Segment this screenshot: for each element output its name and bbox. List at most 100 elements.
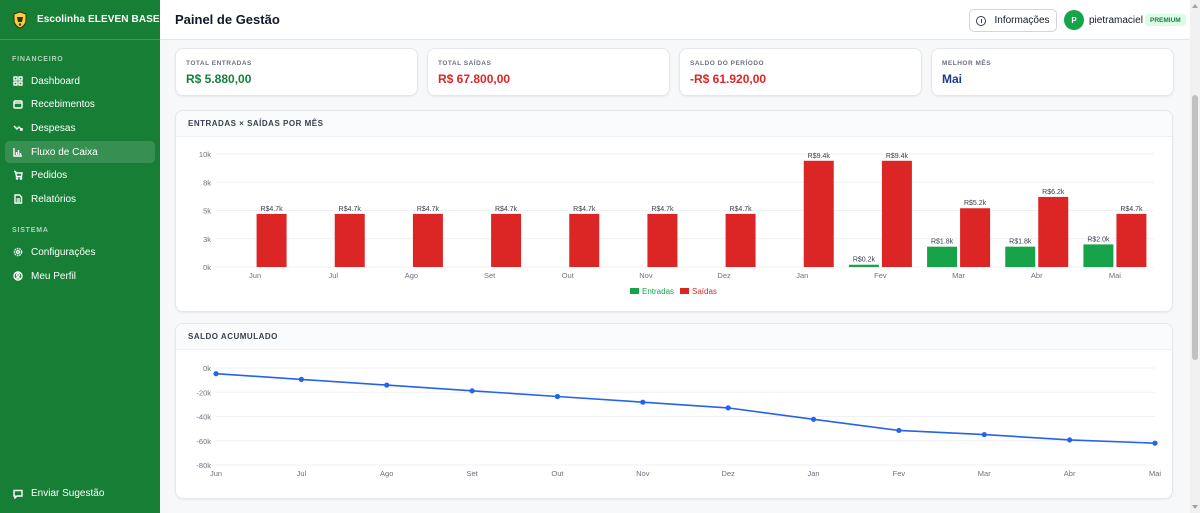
gear-icon bbox=[13, 247, 23, 257]
y-tick-label: 5k bbox=[203, 207, 211, 216]
chat-bubble-icon bbox=[13, 489, 23, 499]
y-tick-label: -40k bbox=[196, 413, 211, 422]
legend-swatch bbox=[680, 288, 689, 294]
bar-data-label: R$6.2k bbox=[1042, 189, 1065, 196]
info-button[interactable]: Informações bbox=[969, 9, 1057, 32]
section-financeiro-heading: FINANCEIRO bbox=[12, 56, 64, 63]
sidebar-item-recebimentos[interactable]: Recebimentos bbox=[5, 93, 155, 115]
bar-data-label: R$5.2k bbox=[964, 200, 987, 207]
sidebar-item-label: Fluxo de Caixa bbox=[31, 146, 98, 158]
bar-saídas bbox=[491, 213, 522, 267]
send-suggestion-button[interactable]: Enviar Sugestão bbox=[13, 488, 104, 499]
bar-data-label: R$4.7k bbox=[260, 206, 283, 213]
x-tick-label: Out bbox=[562, 271, 575, 280]
sidebar-item-dashboard[interactable]: Dashboard bbox=[5, 70, 155, 92]
sidebar-item-label: Despesas bbox=[31, 122, 76, 134]
x-tick-label: Mar bbox=[952, 271, 965, 280]
kpi-label: TOTAL SAÍDAS bbox=[438, 60, 492, 67]
x-tick-label: Dez bbox=[717, 271, 731, 280]
info-button-label: Informações bbox=[994, 15, 1050, 26]
bar-data-label: R$4.7k bbox=[573, 206, 596, 213]
bar-data-label: R$4.7k bbox=[1120, 206, 1143, 213]
x-tick-label: Ago bbox=[405, 271, 418, 280]
kpi-value: R$ 67.800,00 bbox=[438, 72, 511, 86]
username[interactable]: pietramaciel bbox=[1089, 15, 1143, 26]
info-icon bbox=[976, 15, 987, 26]
x-tick-label: Nov bbox=[636, 469, 650, 478]
sidebar-item-relatorios[interactable]: Relatórios bbox=[5, 188, 155, 210]
entradas-saidas-bar-chart: 0k 3k 5k 8k 10k Jun R$4.7k Jul R$4.7k Ago R$4.7k Se… bbox=[199, 150, 1154, 296]
line-point bbox=[1067, 437, 1073, 443]
bar-data-label: R$9.4k bbox=[886, 153, 909, 160]
kpi-value: R$ 5.880,00 bbox=[186, 72, 252, 86]
sidebar-item-label: Configurações bbox=[31, 246, 96, 258]
x-tick-label: Jun bbox=[249, 271, 261, 280]
line-chart-title: SALDO ACUMULADO bbox=[176, 324, 1172, 350]
y-tick-label: 0k bbox=[203, 263, 211, 272]
x-tick-label: Abr bbox=[1064, 469, 1076, 478]
sidebar-item-fluxo-de-caixa[interactable]: Fluxo de Caixa bbox=[5, 141, 155, 163]
bar-data-label: R$0.2k bbox=[853, 257, 876, 264]
bar-data-label: R$2.0k bbox=[1087, 236, 1110, 243]
y-tick-label: -20k bbox=[196, 388, 211, 397]
kpi-label: MELHOR MÊS bbox=[942, 60, 992, 67]
avatar[interactable]: P bbox=[1064, 10, 1084, 30]
page-title: Painel de Gestão bbox=[175, 12, 280, 27]
x-tick-label: Abr bbox=[1031, 271, 1043, 280]
sidebar-item-configuracoes[interactable]: Configurações bbox=[5, 241, 155, 263]
x-tick-label: Dez bbox=[722, 469, 736, 478]
line-point bbox=[640, 399, 646, 405]
kpi-label: TOTAL ENTRADAS bbox=[186, 60, 252, 67]
x-tick-label: Set bbox=[466, 469, 478, 478]
user-circle-icon bbox=[13, 271, 23, 281]
bar-entradas bbox=[1005, 246, 1036, 267]
brand-name: Escolinha ELEVEN BASE bbox=[37, 14, 160, 25]
sidebar-item-meu-perfil[interactable]: Meu Perfil bbox=[5, 265, 155, 287]
top-header: Painel de Gestão Informações P pietramac… bbox=[160, 0, 1190, 40]
sidebar-item-label: Dashboard bbox=[31, 75, 80, 87]
scroll-up-arrow[interactable] bbox=[1192, 4, 1198, 8]
cart-icon bbox=[13, 170, 23, 180]
sidebar-item-label: Meu Perfil bbox=[31, 270, 77, 282]
bar-chart-title: ENTRADAS × SAÍDAS POR MÊS bbox=[176, 111, 1172, 137]
line-point bbox=[1152, 440, 1158, 446]
scroll-down-arrow[interactable] bbox=[1192, 505, 1198, 509]
bar-saídas bbox=[803, 160, 834, 267]
x-tick-label: Nov bbox=[639, 271, 653, 280]
bar-saídas bbox=[412, 213, 443, 267]
kpi-total-saidas: TOTAL SAÍDAS R$ 67.800,00 bbox=[427, 48, 670, 96]
scrollbar-thumb[interactable] bbox=[1192, 95, 1198, 360]
y-tick-label: 0k bbox=[203, 364, 211, 373]
legend-swatch bbox=[630, 288, 639, 294]
brand[interactable]: Escolinha ELEVEN BASE bbox=[0, 0, 160, 40]
x-tick-label: Jul bbox=[328, 271, 338, 280]
bar-data-label: R$4.7k bbox=[729, 206, 752, 213]
saldo-line bbox=[215, 372, 1156, 444]
x-tick-label: Mai bbox=[1109, 271, 1121, 280]
sidebar-item-label: Recebimentos bbox=[31, 98, 95, 110]
bar-saídas bbox=[256, 213, 287, 267]
sidebar-item-pedidos[interactable]: Pedidos bbox=[5, 164, 155, 186]
y-tick-label: 3k bbox=[203, 235, 211, 244]
grid-icon bbox=[13, 76, 23, 86]
y-tick-label: 8k bbox=[203, 178, 211, 187]
y-tick-label: -80k bbox=[196, 461, 211, 470]
kpi-melhor-mes: MELHOR MÊS Mai bbox=[931, 48, 1174, 96]
x-tick-label: Fev bbox=[874, 271, 887, 280]
bar-data-label: R$1.8k bbox=[931, 239, 954, 246]
line-point bbox=[213, 371, 219, 377]
line-point bbox=[554, 393, 561, 400]
x-tick-label: Mai bbox=[1149, 469, 1161, 478]
bar-data-label: R$4.7k bbox=[417, 206, 440, 213]
kpi-label: SALDO DO PERÍODO bbox=[690, 60, 765, 67]
bar-data-label: R$4.7k bbox=[339, 206, 362, 213]
bar-data-label: R$9.4k bbox=[808, 153, 831, 160]
line-point bbox=[469, 388, 475, 394]
bar-saídas bbox=[725, 213, 756, 267]
sidebar: Escolinha ELEVEN BASE FINANCEIRO Dashboa… bbox=[0, 0, 160, 513]
x-tick-label: Jul bbox=[297, 469, 307, 478]
sidebar-item-despesas[interactable]: Despesas bbox=[5, 117, 155, 139]
bar-saídas bbox=[334, 213, 365, 267]
x-tick-label: Fev bbox=[893, 469, 906, 478]
club-crest-logo bbox=[13, 10, 27, 29]
